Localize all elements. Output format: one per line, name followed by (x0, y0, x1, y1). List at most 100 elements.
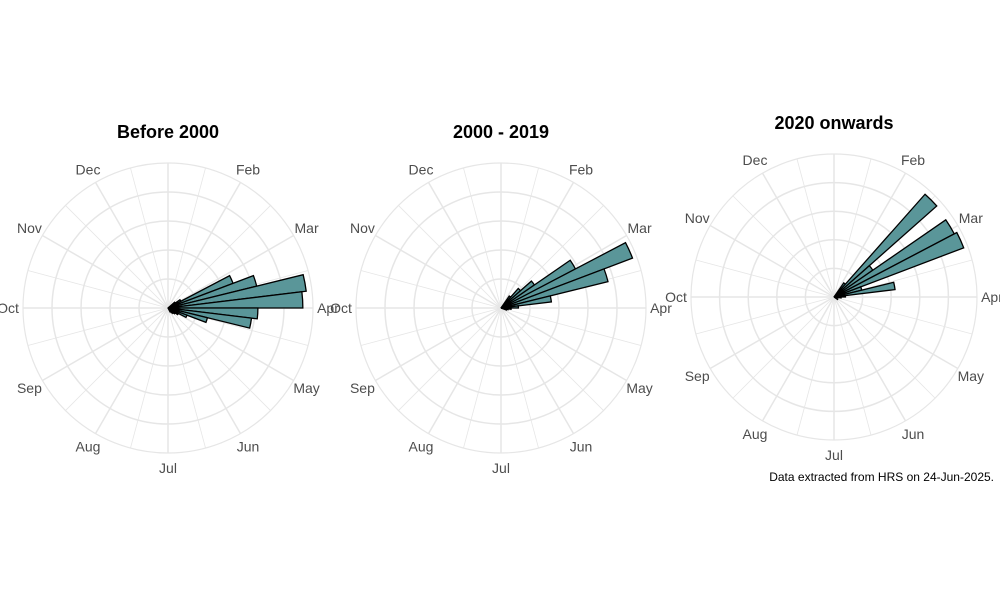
polar-panel-1: Feb Mar Apr May Jun Jul Aug Sep Oct Nov Dec Before … (0, 122, 339, 476)
grid-spoke (167, 307, 294, 382)
grid-spoke (500, 307, 627, 382)
month-label-mar: Mar (628, 220, 652, 236)
grid-spoke (695, 259, 835, 298)
month-label-aug: Aug (409, 439, 434, 455)
grid-spoke (833, 296, 959, 370)
month-label-dec: Dec (743, 152, 768, 168)
month-label-dec: Dec (409, 161, 434, 177)
grid-spoke (833, 296, 936, 399)
polar-grid (690, 153, 978, 441)
month-label-nov: Nov (685, 210, 710, 226)
grid-spoke (167, 307, 242, 434)
grid-spoke (42, 234, 169, 309)
polar-panel-2: Feb Mar Apr May Jun Jul Aug Sep Oct Nov Dec 2000 - … (330, 122, 672, 476)
grid-spoke (94, 307, 169, 434)
grid-spoke (27, 270, 169, 309)
bar-week-12 (833, 281, 896, 298)
grid-spoke (500, 307, 604, 411)
month-label-may: May (626, 380, 652, 396)
bar-week-18 (833, 296, 839, 301)
panel-title: Before 2000 (117, 122, 219, 142)
grid-spoke (463, 307, 502, 449)
month-label-jun: Jun (570, 439, 593, 455)
month-label-sep: Sep (17, 380, 42, 396)
grid-spoke (732, 195, 835, 298)
grid-spoke (167, 205, 271, 309)
grid-spoke (375, 234, 502, 309)
grid-spoke (130, 307, 169, 449)
grid-spoke (796, 158, 835, 298)
grid-spoke (500, 182, 575, 309)
bars (833, 193, 965, 301)
month-label-apr: Apr (317, 300, 339, 316)
data-source-caption: Data extracted from HRS on 24-Jun-2025. (769, 470, 994, 484)
bar-week-9 (167, 298, 182, 309)
grid-spoke (695, 296, 835, 335)
month-label-jul: Jul (492, 460, 510, 476)
bar-week-10 (833, 231, 965, 298)
month-label-jun: Jun (902, 426, 925, 442)
bar-week-12 (500, 295, 553, 309)
grid-spoke (42, 307, 169, 382)
grid-spoke (360, 270, 502, 309)
bar-week-11 (500, 268, 609, 309)
month-label-apr: Apr (981, 289, 1000, 305)
month-label-may: May (293, 380, 319, 396)
grid-spoke (427, 182, 502, 309)
grid-spoke (130, 167, 169, 309)
grid-spoke (427, 307, 502, 434)
bar-week-13 (167, 291, 304, 309)
panel-title: 2020 onwards (774, 113, 893, 133)
grid-spoke (27, 307, 169, 346)
grid-spoke (167, 182, 242, 309)
polar-panel-3: Feb Mar Apr May Jun Jul Aug Sep Oct Nov Dec 2020 on… (665, 113, 1000, 463)
month-label-oct: Oct (330, 300, 352, 316)
grid-spoke (167, 307, 206, 449)
month-label-oct: Oct (665, 289, 687, 305)
grid-spoke (761, 172, 835, 298)
month-label-dec: Dec (76, 161, 101, 177)
month-label-may: May (958, 368, 984, 384)
month-label-oct: Oct (0, 300, 19, 316)
month-label-nov: Nov (17, 220, 42, 236)
month-label-sep: Sep (350, 380, 375, 396)
grid-spoke (833, 158, 872, 298)
bar-week-10 (500, 241, 634, 309)
bar-week-22 (167, 307, 172, 313)
bar-week-12 (167, 273, 307, 309)
grid-spoke (500, 307, 642, 346)
bar-week-7 (833, 193, 938, 298)
month-label-feb: Feb (901, 152, 925, 168)
grid-spoke (167, 307, 271, 411)
grid-spoke (709, 296, 835, 370)
grid-spoke (709, 224, 835, 298)
month-label-nov: Nov (350, 220, 375, 236)
month-label-jun: Jun (237, 439, 260, 455)
grid-spoke (732, 296, 835, 399)
grid-spoke (500, 307, 575, 434)
month-label-aug: Aug (743, 426, 768, 442)
month-label-jul: Jul (159, 460, 177, 476)
grid-spoke (500, 307, 539, 449)
grid-spoke (360, 307, 502, 346)
grid-spoke (796, 296, 835, 436)
bars (500, 241, 634, 311)
grid-spoke (398, 205, 502, 309)
grid-spoke (463, 167, 502, 309)
grid-spoke (398, 307, 502, 411)
grid-spoke (65, 307, 169, 411)
month-label-jul: Jul (825, 447, 843, 463)
grid-spoke (761, 296, 835, 422)
month-label-aug: Aug (76, 439, 101, 455)
panel-title: 2000 - 2019 (453, 122, 549, 142)
grid-spoke (500, 167, 539, 309)
month-label-apr: Apr (650, 300, 672, 316)
bar-week-16 (500, 307, 508, 311)
month-label-feb: Feb (236, 161, 260, 177)
polar-grid (355, 162, 647, 454)
grid-spoke (167, 167, 206, 309)
grid-spoke (833, 296, 907, 422)
month-label-mar: Mar (295, 220, 319, 236)
bars (167, 273, 307, 329)
